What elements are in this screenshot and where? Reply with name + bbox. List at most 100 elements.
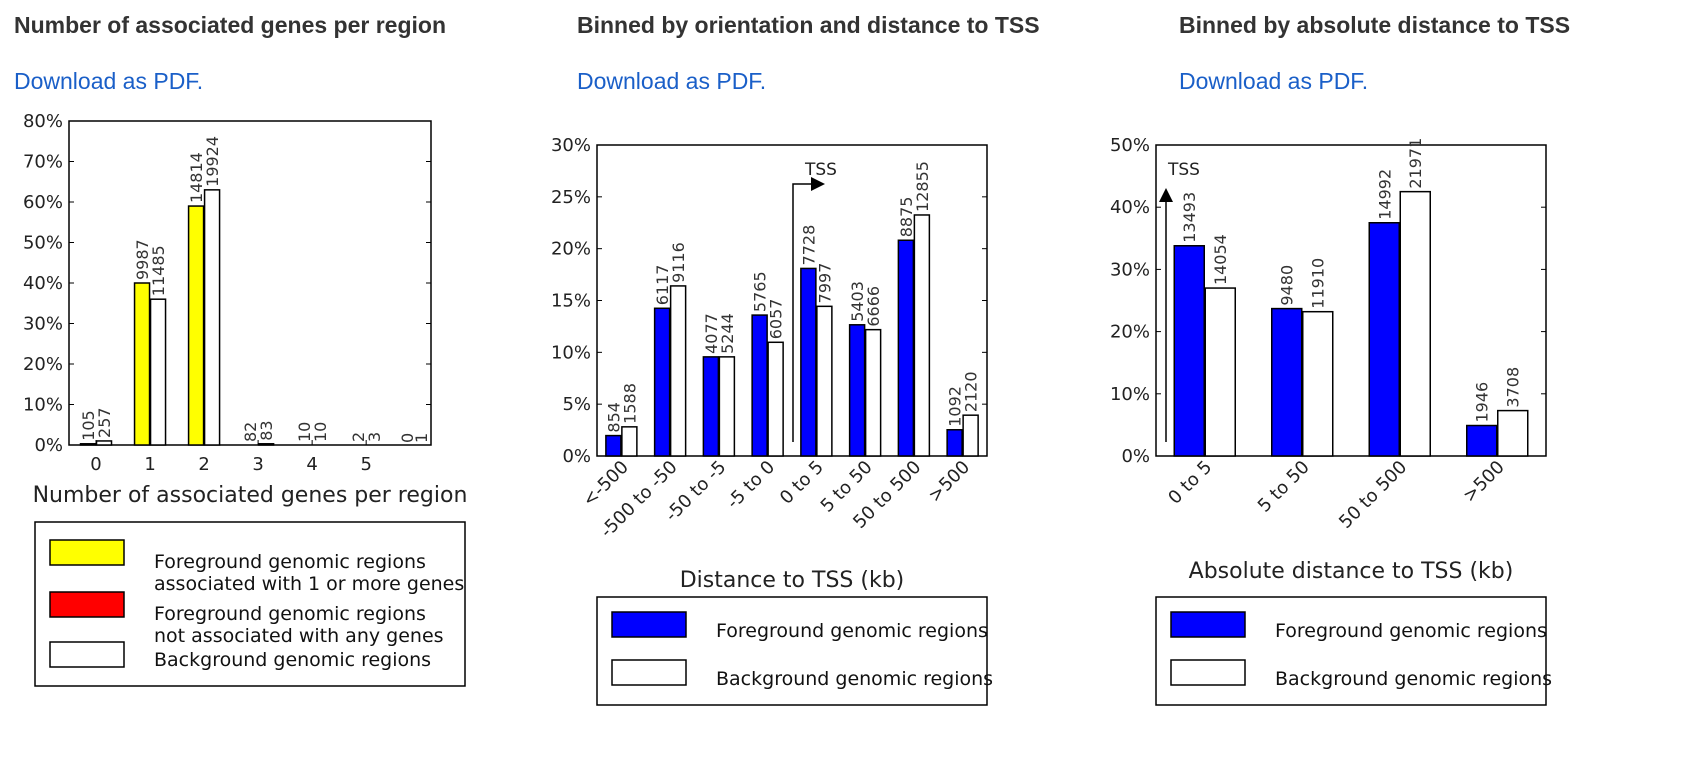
y-tick-label: 30% — [1110, 259, 1150, 280]
legend-swatch — [1170, 659, 1246, 686]
bar-background — [864, 328, 882, 457]
y-tick-label: 25% — [551, 187, 591, 208]
bar-background — [1497, 409, 1529, 457]
legend-swatch — [1170, 611, 1246, 638]
data-label: 6666 — [864, 286, 883, 327]
x-tick-label: 2 — [198, 454, 209, 475]
x-tick-label: 0 to 5 — [1164, 457, 1216, 509]
x-tick-label: 50 to 500 — [1335, 457, 1411, 533]
bar-background — [962, 414, 979, 457]
bar-background — [1399, 190, 1431, 457]
bar-background — [767, 341, 784, 457]
chart-title: Binned by orientation and distance to TS… — [577, 12, 1040, 38]
bar-background — [149, 298, 167, 446]
tss-arrow-head — [811, 177, 825, 191]
data-label: 9480 — [1278, 265, 1297, 306]
x-tick-label: 3 — [252, 454, 263, 475]
y-tick-label: 80% — [23, 111, 63, 132]
y-tick-label: 70% — [23, 152, 63, 173]
y-tick-label: 20% — [1110, 322, 1150, 343]
tss-label: TSS — [1167, 160, 1200, 180]
bar-background — [669, 285, 687, 457]
x-tick-label: 4 — [306, 454, 317, 475]
data-label: 14054 — [1211, 234, 1230, 285]
legend-label: Background genomic regions — [1275, 668, 1552, 690]
bar-foreground — [946, 429, 963, 457]
data-label: 7728 — [799, 225, 818, 266]
data-label: 9987 — [133, 239, 152, 280]
bar-foreground — [1271, 307, 1303, 457]
data-label: 854 — [604, 402, 623, 433]
data-label: 1946 — [1473, 382, 1492, 423]
y-tick-label: 60% — [23, 192, 63, 213]
data-label: 8875 — [897, 197, 916, 238]
data-label: 2 — [349, 432, 368, 442]
y-tick-label: 30% — [551, 135, 591, 156]
tss-arrow-line — [792, 183, 813, 442]
legend-label: Foreground genomic regions — [716, 620, 988, 642]
download-pdf-link[interactable]: Download as PDF. — [14, 68, 204, 94]
data-label: 83 — [257, 420, 276, 440]
bar-foreground — [605, 434, 622, 457]
data-label: 11485 — [149, 245, 168, 296]
legend-label: Foreground genomic regions — [154, 551, 426, 573]
download-pdf-link[interactable]: Download as PDF. — [577, 68, 767, 94]
y-tick-label: 10% — [1110, 384, 1150, 405]
bar-background — [816, 305, 833, 457]
bar-background — [621, 426, 638, 457]
data-label: 12855 — [913, 161, 932, 212]
bar-foreground — [702, 356, 720, 457]
legend-swatch — [49, 591, 125, 618]
tss-label: TSS — [804, 160, 837, 180]
data-label: 4077 — [702, 313, 721, 354]
plot-frame — [68, 120, 432, 446]
bar-foreground — [1466, 424, 1498, 457]
x-tick-label: 1 — [144, 454, 155, 475]
data-label: 19924 — [203, 136, 222, 187]
y-tick-label: 20% — [551, 239, 591, 260]
legend-label: associated with 1 or more genes — [154, 573, 464, 595]
x-tick-label: 5 — [360, 454, 371, 475]
x-tick-label: 5 to 50 — [1254, 457, 1314, 517]
data-label: 1588 — [620, 383, 639, 424]
y-tick-label: 30% — [23, 314, 63, 335]
data-label: 257 — [95, 407, 114, 438]
y-tick-label: 10% — [551, 342, 591, 363]
bar-background — [718, 356, 736, 457]
bar-foreground — [751, 314, 768, 457]
data-label: 0 — [398, 433, 417, 443]
data-label: 21971 — [1406, 138, 1425, 189]
data-label: 3708 — [1504, 367, 1523, 408]
data-label: 2120 — [962, 371, 981, 412]
y-tick-label: 50% — [23, 233, 63, 254]
x-tick-label: 0 — [90, 454, 101, 475]
bar-foreground — [800, 267, 817, 457]
y-tick-label: 20% — [23, 354, 63, 375]
y-tick-label: 15% — [551, 291, 591, 312]
x-axis-label: Distance to TSS (kb) — [680, 568, 905, 593]
data-label: 10 — [311, 422, 330, 442]
data-label: 11910 — [1309, 258, 1328, 309]
legend-swatch — [49, 641, 125, 668]
data-label: 7997 — [815, 263, 834, 304]
data-label: 6117 — [653, 265, 672, 306]
y-tick-label: 40% — [1110, 197, 1150, 218]
download-pdf-link[interactable]: Download as PDF. — [1179, 68, 1369, 94]
legend-label: Foreground genomic regions — [154, 603, 426, 625]
data-label: 14814 — [187, 152, 206, 203]
legend-swatch — [611, 659, 687, 686]
chart-title: Binned by absolute distance to TSS — [1179, 12, 1571, 38]
y-tick-label: 50% — [1110, 135, 1150, 156]
x-axis-label: Number of associated genes per region — [33, 483, 468, 508]
data-label: 3 — [365, 432, 384, 442]
legend-label: Background genomic regions — [716, 668, 993, 690]
y-tick-label: 0% — [562, 446, 591, 467]
y-tick-label: 0% — [1121, 446, 1150, 467]
panel-genes-per-region: Number of associated genes per region Do… — [14, 0, 534, 780]
data-label: 1092 — [946, 386, 965, 427]
legend-label: Foreground genomic regions — [1275, 620, 1547, 642]
data-label: 1 — [412, 433, 431, 443]
